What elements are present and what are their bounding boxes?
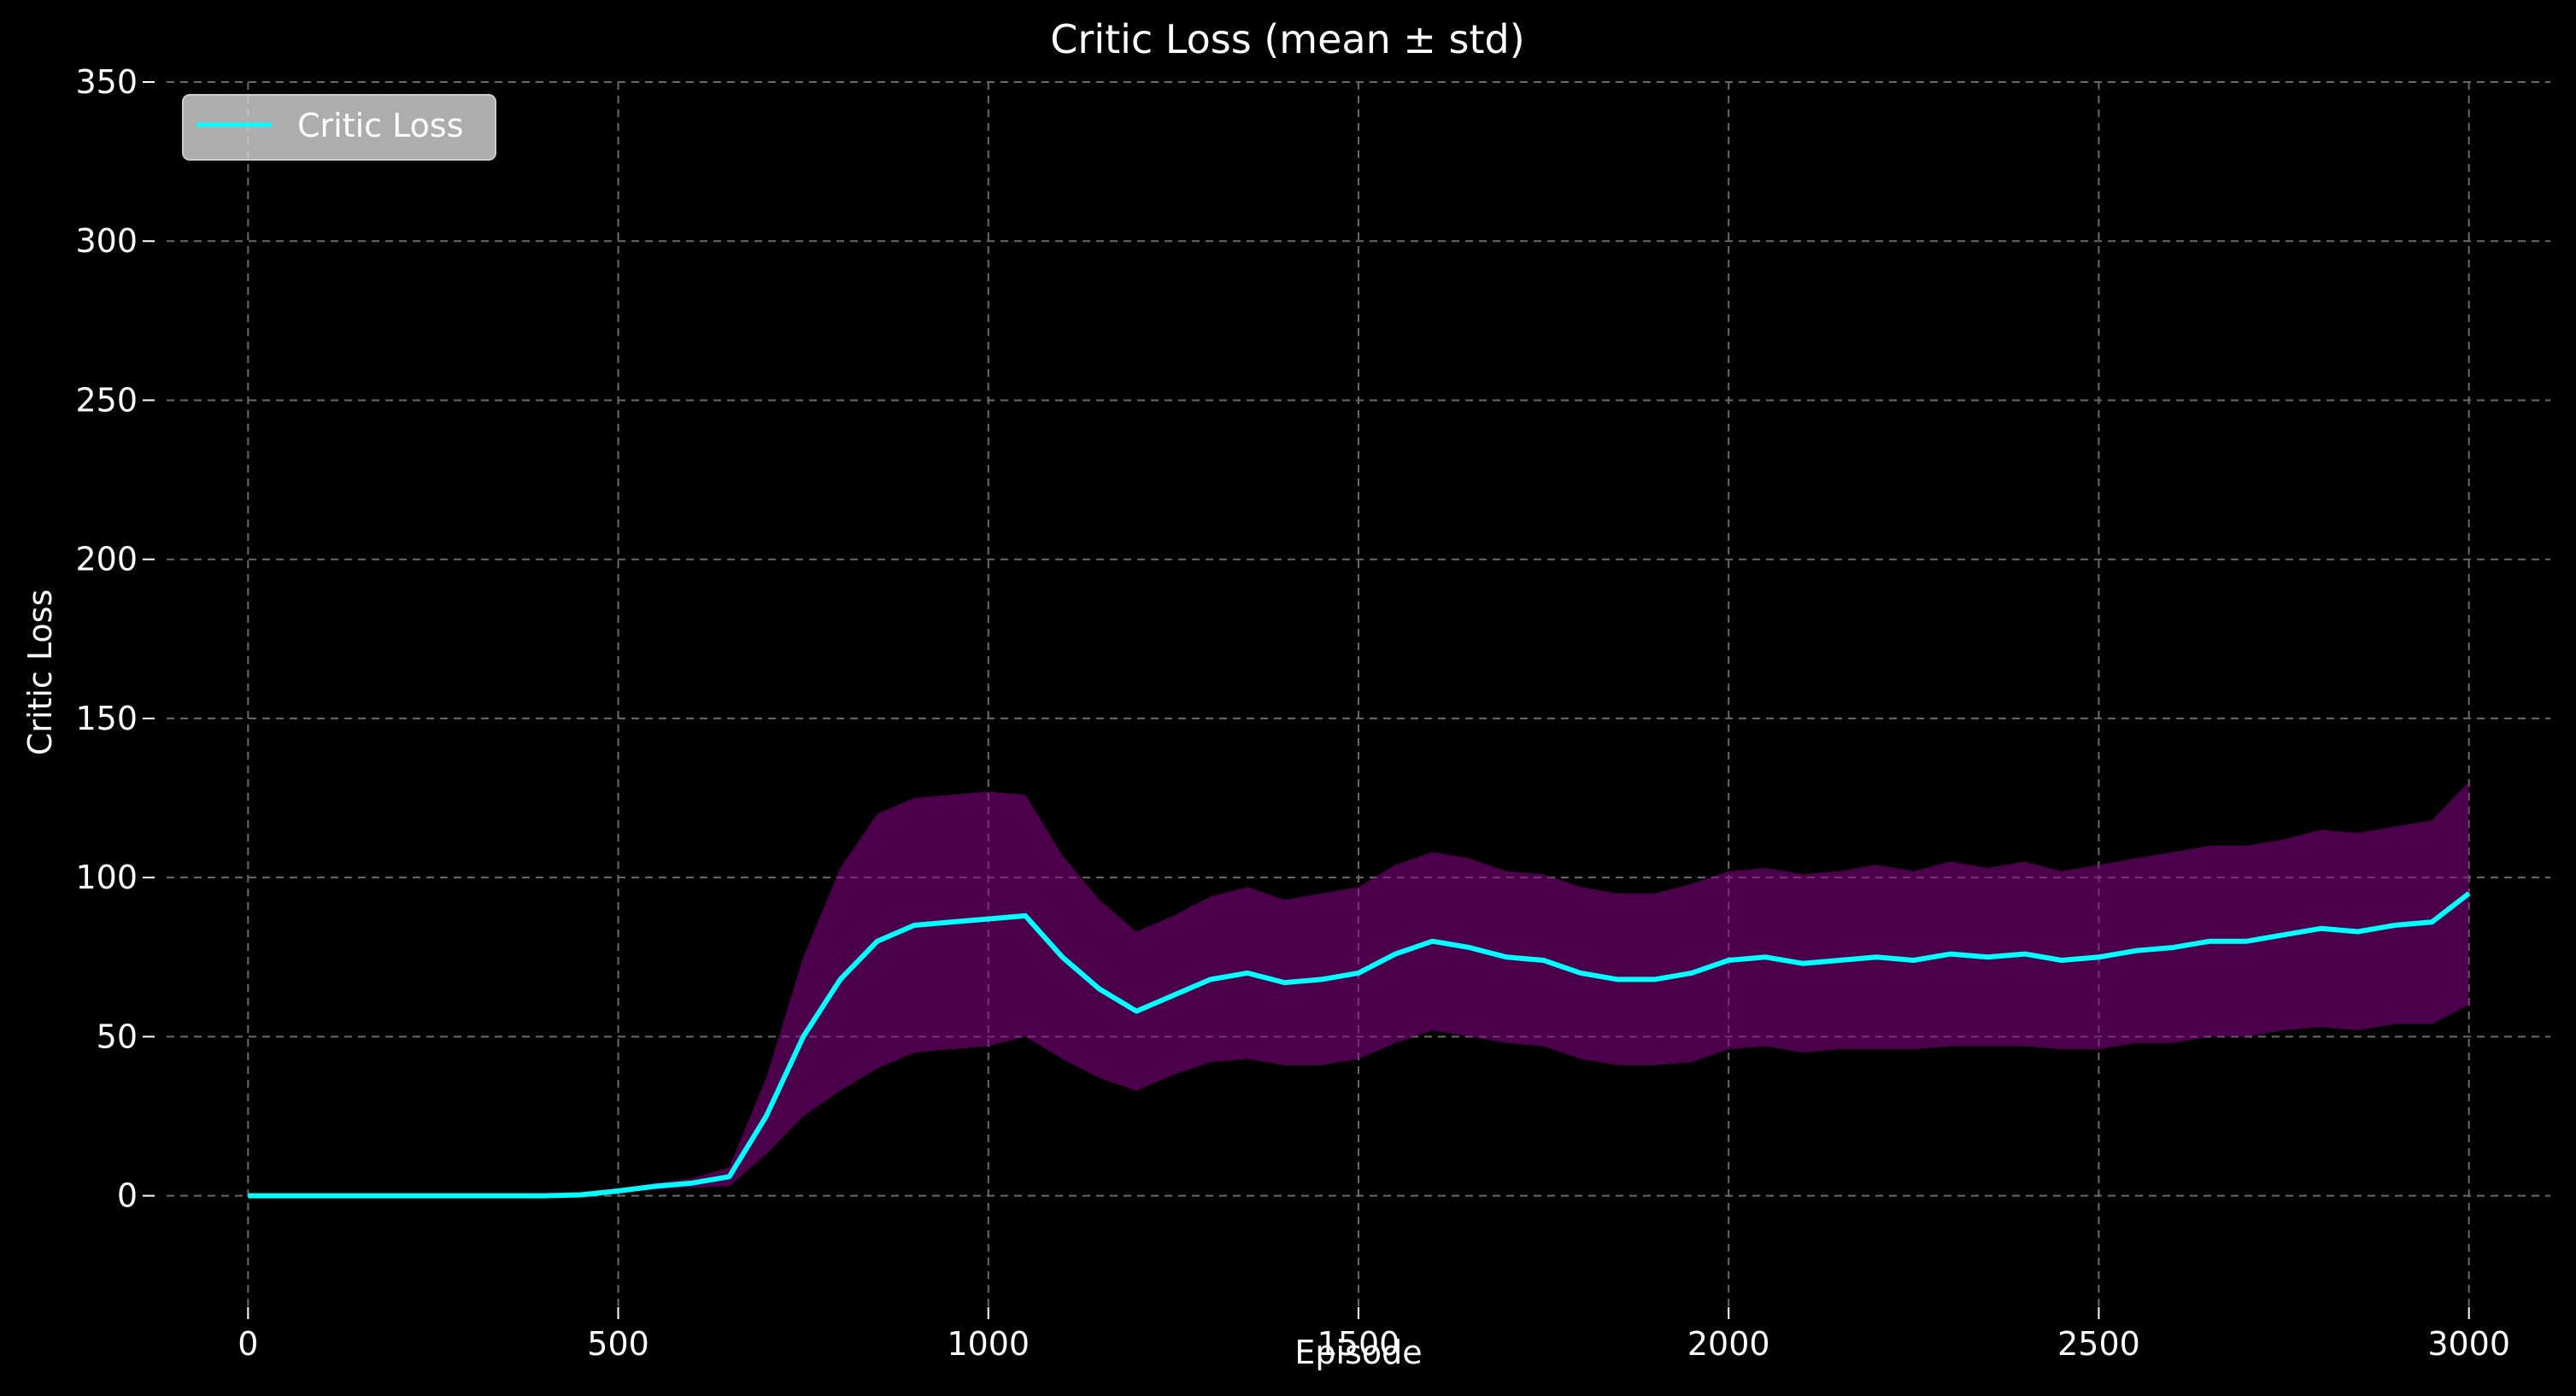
y-tick-label-300: 300 xyxy=(75,222,138,260)
std-band-layer xyxy=(248,782,2469,1196)
x-axis-label: Episode xyxy=(1294,1334,1422,1371)
mean-line-critic-loss xyxy=(248,891,2471,1199)
mean-line-layer xyxy=(248,891,2471,1199)
y-tick-label-0: 0 xyxy=(117,1177,138,1215)
y-tick-label-50: 50 xyxy=(97,1018,138,1055)
legend: Critic Loss xyxy=(182,94,496,161)
y-tick-label-200: 200 xyxy=(75,541,138,578)
legend-box xyxy=(182,94,496,161)
x-tick-label-0: 0 xyxy=(238,1325,258,1363)
y-tick-label-350: 350 xyxy=(75,63,138,101)
y-tick-label-250: 250 xyxy=(75,381,138,419)
grid-layer xyxy=(167,81,2550,1307)
y-axis-label: Critic Loss xyxy=(21,589,59,756)
y-tick-label-100: 100 xyxy=(75,859,138,896)
std-band-critic-loss xyxy=(248,782,2469,1196)
tick-layer: 0 50 100 150 200 250 300 350 0 500 1000 1500 2000 250… xyxy=(75,63,2510,1363)
legend-label-critic-loss: Critic Loss xyxy=(297,107,464,144)
x-tick-label-2500: 2500 xyxy=(2057,1325,2140,1363)
x-tick-label-1000: 1000 xyxy=(947,1325,1030,1363)
x-tick-label-500: 500 xyxy=(587,1325,649,1363)
x-tick-label-3000: 3000 xyxy=(2427,1325,2510,1363)
x-tick-label-2000: 2000 xyxy=(1687,1325,1770,1363)
x-tick-label-1500: 1500 xyxy=(1317,1325,1400,1363)
chart-title: Critic Loss (mean ± std) xyxy=(1050,16,1524,62)
y-tick-label-150: 150 xyxy=(75,700,138,737)
